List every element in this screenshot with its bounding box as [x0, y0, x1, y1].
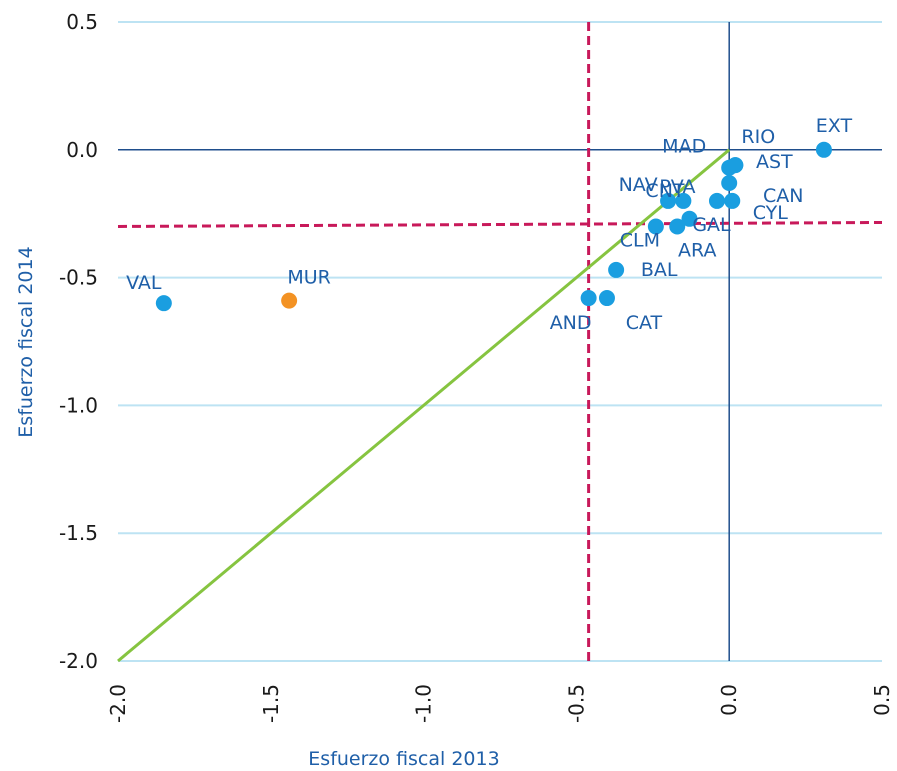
- data-point-cat: [598, 290, 615, 307]
- x-tick-label: 0.5: [870, 684, 894, 716]
- data-point-ext: [815, 141, 832, 158]
- point-label-and: AND: [550, 312, 592, 334]
- data-point-and: [580, 290, 597, 307]
- data-point-pva: [675, 192, 692, 209]
- data-point-ara: [669, 218, 686, 235]
- data-point-gal: [681, 210, 698, 227]
- point-label-rio: RIO: [741, 126, 775, 148]
- y-tick-labels: 0.5 0.0 -0.5 -1.0 -1.5 -2.0: [59, 10, 98, 673]
- data-point-clm: [647, 218, 664, 235]
- y-tick-label: -2.0: [59, 649, 98, 673]
- x-tick-label: 0.0: [717, 684, 741, 716]
- point-label-bal: BAL: [641, 259, 678, 281]
- x-tick-label: -1.5: [259, 684, 283, 723]
- point-label-ext: EXT: [816, 115, 853, 137]
- data-point-cyl: [724, 192, 741, 209]
- data-points: [155, 141, 832, 312]
- point-label-clm: CLM: [620, 229, 660, 251]
- y-tick-label: -1.0: [59, 393, 98, 417]
- data-point-can: [721, 175, 738, 192]
- diagonal-line: [117, 148, 731, 663]
- point-label-cat: CAT: [626, 312, 663, 334]
- y-tick-label: -1.5: [59, 521, 98, 545]
- data-point-bal: [608, 261, 625, 278]
- data-point-nav: [660, 192, 677, 209]
- grid-lines: [118, 21, 882, 662]
- point-label-cnt: CNT: [645, 180, 684, 202]
- point-label-mad: MAD: [662, 136, 706, 158]
- x-tick-label: -1.0: [412, 684, 436, 723]
- point-label-val: VAL: [126, 272, 162, 294]
- point-label-nav: NAV: [619, 174, 658, 196]
- point-label-cyl: CYL: [753, 202, 789, 224]
- data-point-val: [155, 295, 172, 312]
- y-tick-label: -0.5: [59, 266, 98, 290]
- point-label-ara: ARA: [678, 239, 716, 261]
- data-point-cnt: [708, 192, 725, 209]
- point-label-pva: PVA: [659, 176, 695, 198]
- point-label-mur: MUR: [287, 267, 331, 289]
- y-tick-label: 0.0: [66, 138, 98, 162]
- point-label-can: CAN: [763, 185, 803, 207]
- reference-lines: [117, 22, 883, 666]
- data-point-ast: [727, 157, 744, 174]
- x-tick-label: -0.5: [564, 684, 588, 723]
- y-tick-label: 0.5: [66, 10, 98, 34]
- x-tick-label: -2.0: [106, 684, 130, 723]
- horizontal-threshold-line: [117, 220, 883, 228]
- y-axis-title: Esfuerzo fiscal 2014: [15, 246, 37, 437]
- point-label-gal: GAL: [692, 214, 731, 236]
- x-axis-title: Esfuerzo fiscal 2013: [308, 748, 499, 770]
- x-tick-labels: -2.0 -1.5 -1.0 -0.5 0.0 0.5: [106, 684, 894, 723]
- data-point-mur: [281, 292, 298, 309]
- point-label-ast: AST: [756, 151, 793, 173]
